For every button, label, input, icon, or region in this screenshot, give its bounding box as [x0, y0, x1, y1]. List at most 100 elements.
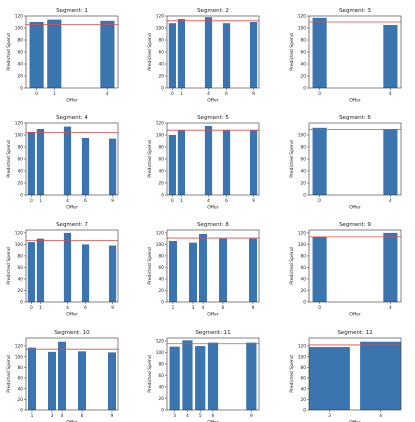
y-axis-label: Predicted Spend	[6, 33, 12, 71]
bar-offer-1	[169, 240, 177, 302]
y-tick-label: 60	[301, 157, 307, 163]
y-tick-label: 0	[303, 86, 306, 92]
x-tick-label: 0	[171, 91, 174, 97]
bar-offer-3	[189, 242, 197, 302]
chart-segment-9: Segment: 9 0 20 40 60 80 100 120 0 4 Offer Predicte…	[289, 222, 402, 318]
y-tick-label: 80	[159, 362, 165, 368]
x-tick-label: 6	[81, 413, 84, 419]
x-tick-label: 1	[39, 305, 42, 311]
y-tick-label: 80	[159, 254, 165, 260]
y-tick-label: 100	[15, 354, 23, 360]
bar-offer-4	[199, 234, 207, 302]
bar-offer-5	[195, 346, 206, 410]
x-tick-label: 4	[66, 305, 69, 311]
x-tick-label: 0	[318, 91, 321, 97]
y-tick-label: 60	[301, 376, 307, 382]
x-tick-label: 1	[31, 413, 34, 419]
bar-offer-1	[36, 238, 45, 302]
y-tick-label: 40	[18, 386, 24, 392]
bar-offer-4	[383, 232, 398, 302]
bar-offer-4	[383, 129, 398, 195]
x-tick-label: 6	[212, 413, 215, 419]
bar-offer-9	[249, 22, 258, 88]
x-tick-label: 9	[111, 305, 114, 311]
chart-segment-8: Segment: 8 0 20 40 60 80 100 120 1 3 4 6 9 Offer Predi…	[147, 222, 260, 318]
x-tick-label: 4	[389, 305, 392, 311]
bar-offer-3	[48, 351, 56, 410]
y-tick-label: 40	[18, 62, 24, 68]
x-tick-label: 6	[84, 305, 87, 311]
y-tick-label: 80	[159, 38, 165, 44]
x-tick-label: 1	[180, 91, 183, 97]
y-tick-label: 0	[20, 193, 23, 199]
x-tick-label: 0	[30, 305, 33, 311]
y-tick-label: 40	[18, 169, 24, 175]
y-tick-label: 40	[159, 277, 165, 283]
y-tick-label: 40	[159, 62, 165, 68]
bar-offer-0	[312, 17, 327, 88]
y-tick-label: 0	[303, 193, 306, 199]
y-tick-label: 20	[159, 181, 165, 187]
y-tick-label: 100	[15, 26, 23, 32]
y-tick-label: 0	[161, 193, 164, 199]
y-tick-label: 0	[161, 300, 164, 306]
bar-offer-9	[108, 352, 116, 410]
y-tick-label: 60	[159, 265, 165, 271]
x-axis-label: Offer	[349, 312, 361, 318]
x-tick-label: 6	[225, 198, 228, 204]
bar-offer-1	[177, 130, 186, 195]
y-tick-label: 100	[298, 26, 306, 32]
x-tick-label: 9	[250, 413, 253, 419]
x-tick-label: 4	[202, 305, 205, 311]
y-tick-label: 40	[159, 169, 165, 175]
y-axis-label: Predicted Spend	[6, 140, 12, 178]
x-tick-label: 4	[207, 91, 210, 97]
y-axis-label: Predicted Spend	[289, 247, 295, 285]
x-tick-label: 0	[318, 198, 321, 204]
bar-offer-4	[63, 126, 72, 195]
plot-frame	[166, 229, 260, 303]
y-tick-label: 100	[298, 354, 306, 360]
y-tick-label: 20	[18, 397, 24, 403]
bar-offer-6	[207, 342, 219, 410]
y-tick-label: 80	[18, 254, 24, 260]
y-tick-label: 120	[156, 14, 164, 20]
chart-title: Segment: 6	[339, 115, 371, 121]
x-tick-label: 4	[66, 198, 69, 204]
bar-offer-3	[309, 347, 350, 410]
y-tick-label: 20	[18, 74, 24, 80]
y-tick-label: 60	[18, 157, 24, 163]
bar-offer-6	[219, 238, 227, 302]
y-tick-label: 120	[298, 230, 306, 236]
y-tick-label: 80	[301, 254, 307, 260]
x-tick-label: 9	[252, 305, 255, 311]
x-tick-label: 0	[35, 91, 38, 97]
bar-offer-6	[81, 138, 90, 195]
chart-title: Segment: 4	[56, 115, 88, 121]
y-tick-label: 60	[18, 50, 24, 56]
x-tick-label: 6	[225, 91, 228, 97]
y-tick-label: 120	[15, 14, 23, 20]
y-tick-label: 20	[301, 288, 307, 294]
x-tick-label: 4	[106, 91, 109, 97]
bar-offer-0	[168, 23, 177, 89]
y-tick-label: 120	[298, 344, 306, 350]
y-tick-label: 20	[301, 74, 307, 80]
y-axis-label: Predicted Spend	[6, 247, 12, 285]
bar-offer-9	[246, 342, 257, 410]
bar-offer-0	[29, 22, 44, 88]
y-tick-label: 40	[159, 385, 165, 391]
bar-offer-4	[204, 126, 213, 195]
plot-frame	[308, 337, 402, 411]
y-tick-label: 20	[18, 288, 24, 294]
y-tick-label: 120	[156, 121, 164, 127]
y-tick-label: 120	[15, 344, 23, 350]
x-tick-label: 1	[180, 198, 183, 204]
bar-offer-4	[63, 232, 72, 302]
x-tick-label: 3	[173, 413, 176, 419]
bar-offer-9	[108, 138, 117, 195]
y-tick-label: 40	[18, 277, 24, 283]
